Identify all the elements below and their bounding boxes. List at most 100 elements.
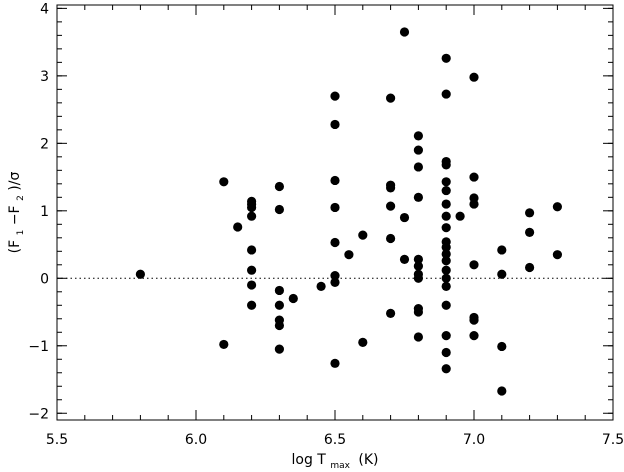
data-point [247,211,257,221]
data-point [386,93,396,103]
data-point [247,280,257,290]
data-point [330,175,340,186]
data-point [441,347,451,358]
data-point [441,249,451,259]
data-point [386,183,396,193]
data-point [497,269,507,279]
y-tick-label: 0 [40,271,49,287]
data-point [469,72,479,82]
data-point [330,277,340,287]
data-point [219,339,229,350]
data-point [274,204,284,215]
x-axis-label-main: log T [292,452,327,468]
y-tick-label: 4 [40,1,49,17]
data-point [274,285,284,296]
data-point [441,265,451,275]
data-point [441,199,451,209]
x-tick-label: 5.5 [46,432,68,448]
data-point [469,172,479,182]
data-point [497,341,507,352]
data-points [135,27,563,396]
data-point [274,300,284,310]
y-axis-label-sub2: 2 [16,195,26,201]
data-point [219,177,229,187]
data-point [552,250,563,260]
data-point [330,270,340,281]
data-point [413,162,423,172]
data-point [247,265,257,275]
data-point [358,337,368,347]
data-point [135,269,145,279]
data-point [413,307,423,317]
x-tick-label: 7.5 [602,432,624,448]
data-point [525,208,535,218]
x-tick-label: 7.0 [463,432,485,448]
data-point [274,320,284,331]
data-point [469,331,479,341]
data-point [413,273,423,283]
data-point [386,201,396,211]
y-tick-label: 1 [40,204,49,220]
data-point [399,212,410,223]
data-point [330,91,340,101]
data-point [330,237,340,248]
data-point [344,250,354,260]
data-point [413,254,423,264]
data-point [441,331,451,341]
data-point [330,202,340,213]
data-point [330,119,340,130]
x-axis-label-subscript: max [330,461,350,471]
x-tick-label: 6.0 [185,432,207,448]
data-point [413,145,423,155]
data-point [413,131,423,141]
data-point [441,53,451,63]
data-point [316,281,326,291]
plot-frame [56,4,614,421]
data-point [274,181,284,192]
y-axis-label: (F 1 −F 2 )/σ [7,172,27,254]
data-point [441,281,451,291]
data-point [455,211,465,221]
data-point [247,300,257,310]
y-axis-label-sub1: 1 [16,230,26,236]
data-point [441,211,451,221]
data-point [469,199,479,209]
data-point [413,332,423,342]
y-tick-label: 2 [40,136,49,152]
x-tick-label: 6.5 [324,432,346,448]
data-point [358,230,368,240]
data-point [399,27,410,37]
data-point [441,364,451,374]
data-point [288,293,298,304]
y-tick-label: 3 [40,69,49,85]
data-point [441,223,451,233]
data-point [233,222,243,232]
data-point [552,202,563,212]
data-point [441,300,451,310]
data-point [441,273,451,283]
data-point [441,160,451,170]
data-point [441,89,451,99]
data-point [274,344,284,354]
data-point [441,177,451,187]
data-point [247,245,257,255]
x-axis-label: log T max (K) [292,452,379,472]
data-point [469,260,479,270]
y-axis-label-mid: −F [7,205,23,225]
data-point [441,185,451,196]
data-point [386,308,396,318]
y-tick-label: −2 [28,406,49,422]
y-tick-label: −1 [28,339,49,355]
data-point [497,386,507,396]
data-point [525,227,535,238]
data-point [441,242,451,252]
data-point [247,202,257,213]
data-point [413,261,423,271]
data-point [413,192,423,202]
x-axis-label-unit: (K) [358,452,378,468]
y-axis-label-close: )/σ [7,172,23,191]
data-point [469,315,479,325]
data-point [330,358,340,368]
data-point [497,245,507,255]
